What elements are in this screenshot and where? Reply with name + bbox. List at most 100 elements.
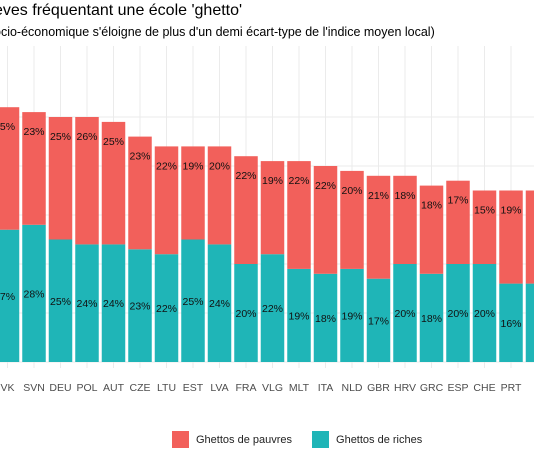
bar-riches-fra bbox=[234, 264, 258, 362]
data-label: 19% bbox=[341, 310, 362, 322]
legend-item-riches: Ghettos de riches bbox=[312, 431, 422, 448]
data-label: 25% bbox=[50, 296, 71, 308]
x-tick-label: HRV bbox=[394, 382, 416, 394]
x-tick-label: FRA bbox=[236, 382, 257, 394]
bar-riches-vlg bbox=[260, 254, 285, 362]
chart-subtitle: ocio-économique s'éloigne de plus d'un d… bbox=[0, 25, 435, 39]
bar-riches-vk bbox=[0, 229, 20, 362]
data-label: 26% bbox=[76, 131, 97, 143]
x-tick-label: ITA bbox=[318, 382, 334, 394]
data-label: 20% bbox=[209, 160, 230, 172]
data-label: 20% bbox=[474, 308, 495, 320]
data-label: 18% bbox=[421, 313, 442, 325]
x-tick-label: NLD bbox=[341, 382, 362, 394]
x-tick-label: AUT bbox=[103, 382, 125, 394]
bar-riches-d bbox=[525, 283, 534, 362]
legend-swatch-riches bbox=[312, 431, 330, 448]
bar-pauvres-mlt bbox=[287, 161, 311, 269]
x-tick-label: MLT bbox=[289, 382, 310, 394]
data-label: 22% bbox=[156, 303, 177, 315]
legend-item-pauvres: Ghettos de pauvres bbox=[172, 431, 292, 448]
bar-pauvres-nld bbox=[340, 170, 364, 269]
bar-riches-ita bbox=[313, 273, 338, 362]
data-label: 20% bbox=[341, 185, 362, 197]
x-tick-label: SVN bbox=[23, 382, 45, 394]
data-label: 25% bbox=[103, 136, 124, 148]
x-tick-label: LTU bbox=[157, 382, 176, 394]
x-tick-label: VLG bbox=[262, 382, 283, 394]
data-label: 24% bbox=[209, 298, 230, 310]
bar-riches-grc bbox=[419, 273, 444, 362]
data-label: 24% bbox=[76, 298, 97, 310]
data-label: 22% bbox=[156, 160, 177, 172]
bar-riches-che bbox=[472, 264, 497, 362]
data-label: 20% bbox=[235, 308, 256, 320]
bar-pauvres-vk bbox=[0, 107, 20, 230]
bar-riches-svn bbox=[22, 224, 46, 362]
data-label: 17% bbox=[447, 195, 468, 207]
legend: Ghettos de pauvres Ghettos de riches bbox=[172, 431, 442, 448]
x-tick-label: VK bbox=[0, 382, 14, 394]
chart-title: èves fréquentant une école 'ghetto' bbox=[0, 2, 243, 19]
data-label: 22% bbox=[235, 170, 256, 182]
data-label: 24% bbox=[103, 298, 124, 310]
x-tick-label: GRC bbox=[420, 382, 444, 394]
bar-pauvres-hrv bbox=[393, 175, 417, 264]
data-label: 28% bbox=[23, 288, 44, 300]
data-label: 21% bbox=[368, 190, 389, 202]
x-tick-label: PRT bbox=[501, 382, 522, 394]
bar-pauvres-grc bbox=[419, 185, 444, 274]
bar-riches-mlt bbox=[287, 268, 311, 362]
data-label: 18% bbox=[394, 190, 415, 202]
bar-pauvres-gbr bbox=[366, 175, 391, 279]
data-label: 23% bbox=[129, 151, 150, 163]
bar-riches-ltu bbox=[154, 254, 179, 362]
data-label: 17% bbox=[368, 315, 389, 327]
data-label: 23% bbox=[23, 126, 44, 138]
bar-riches-lva bbox=[207, 244, 232, 362]
bar-pauvres-fra bbox=[234, 156, 258, 264]
bar-pauvres-ita bbox=[313, 166, 338, 274]
bar-pauvres-vlg bbox=[260, 161, 285, 255]
legend-label-riches: Ghettos de riches bbox=[336, 433, 423, 446]
x-tick-label: POL bbox=[76, 382, 97, 394]
bar-pauvres-d bbox=[525, 190, 534, 284]
bar-pauvres-deu bbox=[48, 117, 73, 240]
bar-pauvres-cze bbox=[128, 136, 152, 250]
bar-riches-pol bbox=[75, 244, 99, 362]
data-label: 16% bbox=[500, 318, 521, 330]
data-label: 18% bbox=[315, 313, 336, 325]
bar-riches-esp bbox=[446, 264, 470, 362]
stacked-bar-chart: 7% 5% VK 28% 23% SVN 25% 25% DEU 24% 26% POL 24% 25% A… bbox=[0, 46, 534, 394]
bar-pauvres-prt bbox=[499, 190, 523, 284]
x-tick-label: CZE bbox=[130, 382, 151, 394]
bar-riches-hrv bbox=[393, 264, 417, 362]
bar-riches-cze bbox=[128, 249, 152, 362]
data-label: 15% bbox=[474, 205, 495, 217]
bar-pauvres-pol bbox=[75, 117, 99, 245]
bar-riches-nld bbox=[340, 268, 364, 362]
x-tick-label: EST bbox=[183, 382, 204, 394]
legend-label-pauvres: Ghettos de pauvres bbox=[196, 433, 293, 446]
legend-swatch-pauvres bbox=[172, 431, 189, 448]
bar-riches-prt bbox=[499, 283, 523, 362]
data-label: 22% bbox=[315, 180, 336, 192]
data-label: 19% bbox=[288, 310, 309, 322]
x-tick-label: DEU bbox=[49, 382, 71, 394]
bar-riches-est bbox=[181, 239, 205, 362]
bar-riches-deu bbox=[48, 239, 73, 362]
data-label: 23% bbox=[129, 301, 150, 313]
x-tick-label: ESP bbox=[447, 382, 468, 394]
bar-pauvres-ltu bbox=[154, 146, 179, 255]
data-label: 18% bbox=[421, 200, 442, 212]
data-label: 19% bbox=[500, 205, 521, 217]
bar-pauvres-aut bbox=[101, 121, 126, 245]
bar-riches-aut bbox=[101, 244, 126, 362]
data-label: 20% bbox=[447, 308, 468, 320]
bar-pauvres-lva bbox=[207, 146, 232, 245]
bar-pauvres-esp bbox=[446, 180, 470, 264]
bar-riches-gbr bbox=[366, 278, 391, 362]
data-label: 19% bbox=[262, 175, 283, 187]
bar-pauvres-svn bbox=[22, 112, 46, 225]
bar-pauvres-est bbox=[181, 146, 205, 240]
